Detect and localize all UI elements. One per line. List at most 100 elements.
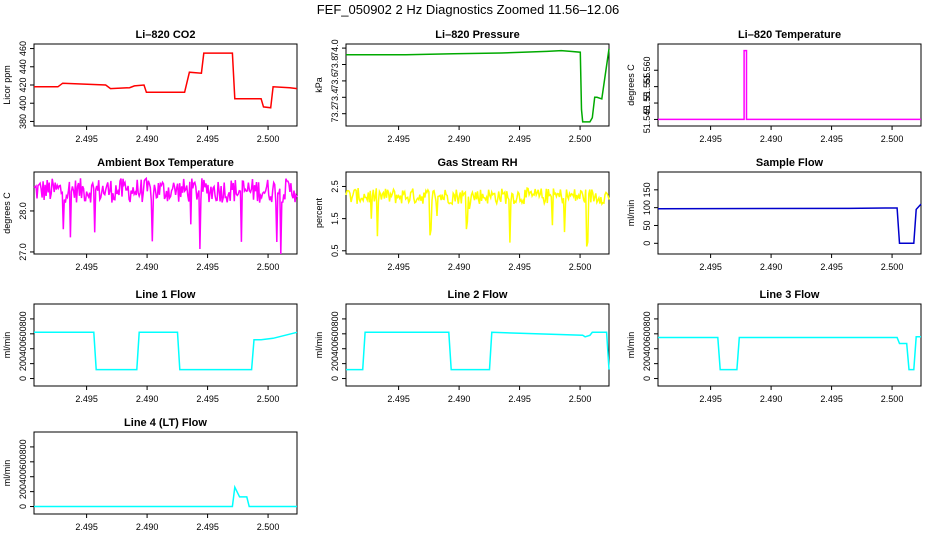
x-tick-label: 2.490 (136, 134, 159, 144)
y-tick-label: 73.8 (330, 56, 340, 74)
x-tick-label: 2.495 (820, 134, 843, 144)
y-tick-label: 50 (642, 220, 652, 230)
x-tick-label: 2.495 (196, 394, 219, 404)
y-tick-label: 600 (18, 454, 28, 469)
y-tick-label: 51.55 (642, 92, 652, 115)
x-tick-label: 2.500 (257, 522, 280, 532)
x-tick-label: 2.495 (196, 522, 219, 532)
y-tick-label: 27.0 (18, 243, 28, 261)
plot-frame (657, 303, 922, 387)
chart-panel: Sample Flow ml/min 2.495 2.490 2.495 2.500 0 50… (626, 157, 922, 272)
x-tick-label: 2.490 (136, 394, 159, 404)
y-tick-label: 28.0 (18, 202, 28, 220)
y-tick-label: 0.5 (330, 245, 340, 258)
chart-panel: Li–820 Pressure kPa 2.495 2.490 2.495 2.500 73… (314, 29, 610, 144)
x-tick-label: 2.495 (387, 394, 410, 404)
x-tick-label: 2.500 (257, 262, 280, 272)
y-tick-label: 0 (642, 241, 652, 246)
chart-title: Sample Flow (756, 157, 824, 169)
x-tick-label: 2.490 (760, 262, 783, 272)
series-line (33, 176, 298, 255)
x-tick-label: 2.500 (569, 262, 592, 272)
y-axis-label: ml/min (626, 332, 636, 359)
y-tick-label: 74.0 (330, 39, 340, 57)
x-tick-label: 2.490 (448, 262, 471, 272)
y-tick-label: 73.2 (330, 105, 340, 123)
y-axis-label: Licor ppm (2, 65, 12, 105)
figure-title: FEF_050902 2 Hz Diagnostics Zoomed 11.56… (317, 2, 620, 17)
y-tick-label: 51.555 (642, 73, 652, 101)
y-tick-label: 0 (330, 376, 340, 381)
x-tick-label: 2.495 (699, 262, 722, 272)
chart-title: Gas Stream RH (437, 157, 517, 169)
y-tick-label: 0 (642, 376, 652, 381)
x-tick-label: 2.500 (881, 134, 904, 144)
x-tick-label: 2.495 (387, 134, 410, 144)
x-tick-label: 2.500 (257, 134, 280, 144)
x-tick-label: 2.495 (196, 262, 219, 272)
x-tick-label: 2.495 (820, 262, 843, 272)
chart-title: Line 1 Flow (136, 289, 196, 301)
series-line (657, 203, 922, 245)
y-tick-label: 1.5 (330, 212, 340, 225)
y-tick-label: 0 (18, 376, 28, 381)
y-axis-label: percent (314, 197, 324, 228)
x-tick-label: 2.495 (75, 134, 98, 144)
y-tick-label: 400 (18, 341, 28, 356)
plot-frame (345, 171, 610, 255)
x-tick-label: 2.490 (448, 134, 471, 144)
y-tick-label: 400 (18, 469, 28, 484)
x-tick-label: 2.500 (569, 394, 592, 404)
series-line (345, 187, 610, 247)
chart-panel: Gas Stream RH percent 2.495 2.490 2.495 2.500… (314, 157, 610, 272)
plot-frame (345, 43, 610, 127)
y-tick-label: 150 (642, 182, 652, 197)
x-tick-label: 2.495 (196, 134, 219, 144)
plot-frame (657, 171, 922, 255)
chart-title: Ambient Box Temperature (97, 157, 234, 169)
series-line (34, 484, 297, 508)
x-tick-label: 2.490 (136, 262, 159, 272)
chart-panel: Line 2 Flow ml/min 2.495 2.490 2.495 2.500 0 20… (314, 289, 610, 404)
y-axis-label: ml/min (2, 460, 12, 487)
x-tick-label: 2.490 (136, 522, 159, 532)
y-tick-label: 400 (330, 341, 340, 356)
x-tick-label: 2.490 (760, 394, 783, 404)
x-tick-label: 2.490 (448, 394, 471, 404)
chart-panel: Line 1 Flow ml/min 2.495 2.490 2.495 2.500 0 20… (2, 289, 298, 404)
x-tick-label: 2.495 (387, 262, 410, 272)
y-tick-label: 0 (18, 504, 28, 509)
x-tick-label: 2.495 (508, 394, 531, 404)
plot-frame (33, 43, 298, 127)
plot-frame (657, 43, 922, 127)
y-tick-label: 800 (642, 311, 652, 326)
y-tick-label: 800 (330, 311, 340, 326)
x-tick-label: 2.495 (699, 134, 722, 144)
y-axis-label: ml/min (314, 332, 324, 359)
x-tick-label: 2.490 (760, 134, 783, 144)
x-tick-label: 2.500 (881, 262, 904, 272)
y-axis-label: degrees C (2, 192, 12, 234)
series-line (34, 52, 298, 109)
x-tick-label: 2.500 (257, 394, 280, 404)
y-tick-label: 200 (18, 356, 28, 371)
y-tick-label: 420 (18, 77, 28, 92)
y-tick-label: 73.6 (330, 72, 340, 90)
y-tick-label: 600 (18, 326, 28, 341)
chart-title: Line 4 (LT) Flow (124, 417, 207, 429)
chart-panel: Line 3 Flow ml/min 2.495 2.490 2.495 2.500 0 20… (626, 289, 922, 404)
series-line (346, 331, 610, 371)
chart-title: Line 2 Flow (448, 289, 508, 301)
y-tick-label: 100 (642, 200, 652, 215)
plot-frame (345, 303, 610, 387)
x-tick-label: 2.500 (881, 394, 904, 404)
y-tick-label: 460 (18, 41, 28, 56)
chart-panel: Ambient Box Temperature degrees C 2.495 2.4… (2, 157, 298, 272)
x-tick-label: 2.495 (508, 262, 531, 272)
y-tick-label: 800 (18, 439, 28, 454)
series-line (346, 48, 610, 123)
plot-frame (33, 431, 298, 515)
x-tick-label: 2.495 (75, 262, 98, 272)
series-line (34, 331, 298, 371)
